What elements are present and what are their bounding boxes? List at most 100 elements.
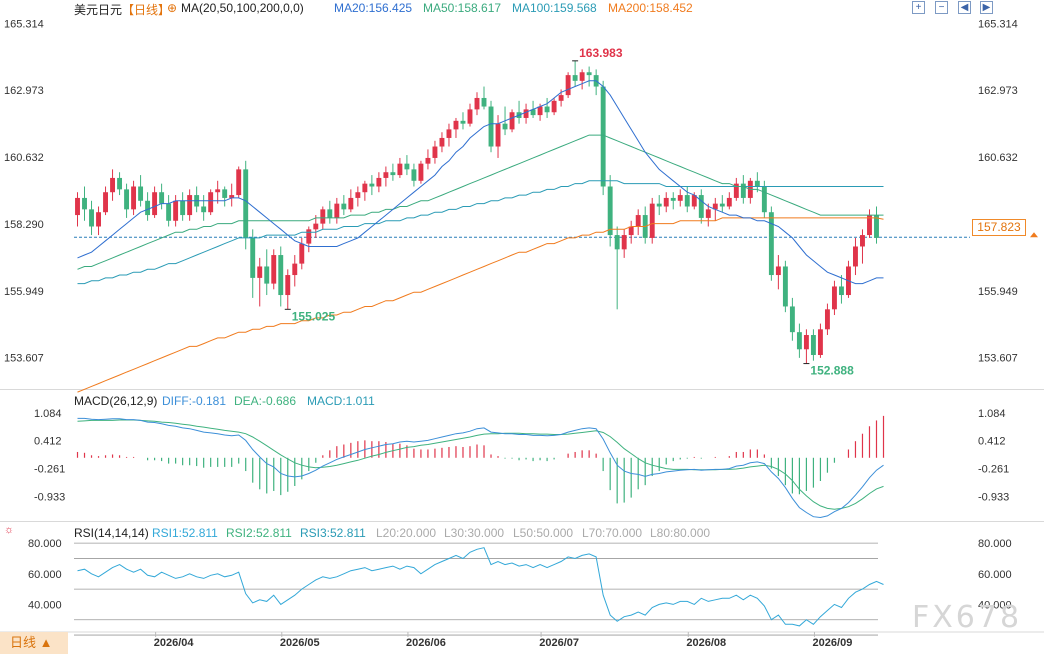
candle-body <box>369 183 375 187</box>
candle-body <box>600 86 606 187</box>
candle-body <box>824 309 830 330</box>
candle-body <box>439 137 445 147</box>
candle-body <box>404 163 410 170</box>
price-axis-label-right: 160.632 <box>978 152 1018 164</box>
candle-body <box>656 203 662 207</box>
candle-body <box>264 266 270 284</box>
candle-body <box>607 186 613 236</box>
candle-body <box>509 112 515 130</box>
candle-body <box>579 72 585 81</box>
candle-body <box>712 203 718 210</box>
scroll-right-button[interactable]: ▶ <box>980 1 993 14</box>
candle-body <box>460 120 466 124</box>
candle-body <box>621 235 627 250</box>
rsi-l30-value: L30:30.000 <box>444 526 505 540</box>
candle-body <box>719 203 725 207</box>
rsi-axis-label-left: 80.000 <box>28 538 62 550</box>
candle-body <box>187 195 193 216</box>
candle-body <box>558 95 564 101</box>
candle-body <box>691 195 697 207</box>
candle-body <box>761 186 767 213</box>
candle-body <box>152 192 158 216</box>
x-axis-label: 2026/05 <box>280 637 320 649</box>
rsi-l70-value: L70:70.000 <box>582 526 643 540</box>
candle-body <box>243 169 249 238</box>
candle-body <box>138 186 144 201</box>
candle-body <box>159 192 165 204</box>
candle-body <box>754 180 760 187</box>
price-axis-label-left: 160.632 <box>4 152 44 164</box>
candle-body <box>810 335 816 356</box>
candle-body <box>663 197 669 207</box>
ma-params-label: MA(20,50,100,200,0,0) <box>181 1 304 15</box>
macd-axis-label-right: 0.412 <box>978 436 1006 448</box>
rsi-settings-icon[interactable]: ☼ <box>4 524 15 536</box>
candle-body <box>110 177 116 193</box>
scroll-left-button[interactable]: ◀ <box>958 1 971 14</box>
macd-title: MACD(26,12,9) <box>74 394 158 408</box>
zoom-in-button[interactable]: + <box>912 1 925 14</box>
macd-hist-value: MACD:1.011 <box>307 394 375 408</box>
ma100-line <box>77 180 884 285</box>
rsi3-value: RSI3:52.811 <box>300 526 366 540</box>
candle-body <box>236 169 242 196</box>
ma20-line <box>77 80 884 285</box>
candle-body <box>89 209 94 227</box>
candle-body <box>453 120 459 130</box>
candle-body <box>383 172 389 178</box>
macd-dea-value: DEA:-0.686 <box>234 394 297 408</box>
candle-body <box>103 192 108 213</box>
candle-body <box>229 195 235 198</box>
candle-body <box>649 203 655 238</box>
price-axis-label-left: 155.949 <box>4 286 44 298</box>
candle-body <box>299 243 305 264</box>
candle-body <box>551 100 557 113</box>
price-axis-label-left: 165.314 <box>4 18 44 30</box>
macd-axis-label-right: -0.933 <box>978 491 1009 503</box>
ma50-value: MA50:158.617 <box>423 1 502 15</box>
candle-body <box>817 329 823 356</box>
ma200-line <box>77 217 884 393</box>
macd-axis-label-left: -0.261 <box>34 464 65 476</box>
candle-body <box>327 209 333 218</box>
candle-body <box>481 97 487 107</box>
candle-body <box>75 197 80 216</box>
x-axis-label: 2026/07 <box>539 637 579 649</box>
rsi-axis-label-right: 40.000 <box>978 599 1012 611</box>
price-axis-label-right: 162.973 <box>978 85 1018 97</box>
candle-body <box>565 75 571 96</box>
settings-icon[interactable]: ⊕ <box>167 1 178 15</box>
rsi-axis-label-left: 40.000 <box>28 599 62 611</box>
candle-body <box>425 157 431 164</box>
candle-body <box>418 163 424 181</box>
period-selector[interactable]: 日线 ▲ <box>0 632 68 654</box>
candle-body <box>292 263 298 276</box>
price-axis-label-right: 165.314 <box>978 18 1018 30</box>
candle-body <box>838 286 844 296</box>
zoom-out-button[interactable]: − <box>935 1 948 14</box>
candle-body <box>467 109 473 124</box>
macd-axis-label-left: 0.412 <box>34 436 62 448</box>
extreme-label: 152.888 <box>810 364 854 378</box>
candle-body <box>362 183 368 193</box>
candle-body <box>215 189 221 193</box>
candle-body <box>222 189 228 198</box>
candle-body <box>411 169 417 181</box>
x-axis-label: 2026/06 <box>406 637 446 649</box>
candle-body <box>341 203 347 210</box>
candle-body <box>537 106 543 116</box>
candle-body <box>313 223 319 230</box>
candle-body <box>432 146 438 158</box>
candle-body <box>768 212 774 276</box>
candle-body <box>733 183 739 198</box>
candle-body <box>82 197 87 210</box>
dea-line <box>77 419 884 510</box>
candle-body <box>390 172 396 176</box>
candle-body <box>867 215 872 236</box>
candle-body <box>334 203 340 218</box>
candle-body <box>705 209 711 218</box>
candle-body <box>740 183 746 198</box>
extreme-label: 163.983 <box>579 46 623 60</box>
candle-body <box>628 226 634 236</box>
